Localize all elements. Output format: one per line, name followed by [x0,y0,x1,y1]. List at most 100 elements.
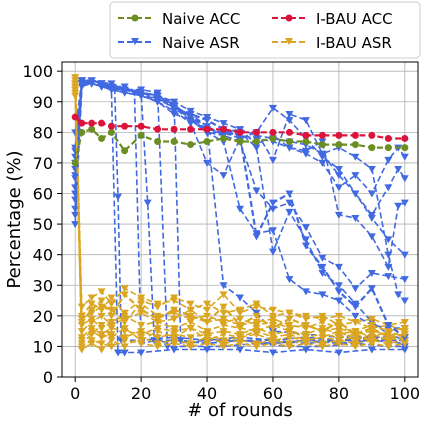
data-point [334,297,343,305]
data-point [367,285,376,293]
data-point [252,340,261,348]
data-point [203,337,212,345]
data-point [203,312,212,320]
data-point [318,340,327,348]
data-point [97,312,106,320]
x-tick-label: 20 [131,384,151,403]
data-point [318,263,327,271]
data-point [268,104,277,112]
data-point [394,166,403,174]
data-point [334,328,343,336]
data-point [203,306,212,314]
data-point [219,331,228,339]
data-point [219,291,228,299]
legend-marker-circle-icon [285,14,293,22]
data-point [71,74,80,82]
data-point [114,349,123,357]
data-point [400,331,409,339]
legend-marker-circle-icon [131,14,139,22]
data-point [87,306,96,314]
data-point [97,340,106,348]
run-line [74,79,406,256]
data-point [285,138,293,146]
data-point [71,80,80,88]
data-point [236,322,244,330]
data-point [252,328,261,336]
data-point [384,236,393,244]
data-point [401,144,409,152]
data-point [285,110,294,118]
data-point [367,325,376,333]
data-point [77,318,86,326]
data-point [318,328,327,336]
data-point [153,328,162,336]
data-point [367,166,376,174]
data-point [97,331,106,339]
data-point [334,282,343,290]
data-point [335,141,343,149]
data-point [186,306,195,314]
data-point [334,312,343,320]
data-point [285,340,294,348]
data-point [334,166,343,174]
axis-ticks: 0 20 40 60 80 100 0 10 20 30 40 50 60 70 80 90 100 [22,62,420,403]
data-point [367,337,376,345]
data-point [78,119,86,127]
data-point [219,303,228,311]
data-point [351,312,360,320]
data-point [107,122,115,130]
data-point [252,322,261,330]
data-point [268,334,277,342]
data-point [252,138,260,146]
data-point [87,77,96,85]
data-point [384,144,392,152]
y-tick-label: 90 [33,93,53,112]
data-point [137,300,146,308]
grid [62,62,418,378]
legend-marker-triangle-down-icon [131,38,139,45]
legend-marker-triangle-down-icon [285,38,293,45]
series-line [74,128,405,164]
data-point [186,334,195,342]
series-i-bau-asr [71,74,409,342]
data-point [335,131,343,139]
y-tick-label: 80 [33,123,53,142]
y-tick-label: 20 [33,307,53,326]
data-point [401,134,409,142]
data-point [219,309,228,317]
data-point [88,125,96,133]
data-point [203,117,212,125]
data-point [367,214,376,222]
data-point [318,312,327,320]
data-point [302,138,310,146]
data-point [318,254,327,262]
data-point [368,144,376,152]
data-point [77,80,86,88]
data-point [107,312,116,320]
data-point [252,128,260,136]
data-point [318,270,327,278]
data-point [301,224,310,232]
data-point [285,276,294,284]
data-point [351,285,360,293]
data-point [351,190,360,198]
data-point [318,159,327,167]
data-point [285,309,294,317]
data-point [367,346,376,354]
legend-item-naive-acc: Naive ACC [118,10,240,28]
data-point [367,233,376,241]
run-line [74,92,405,351]
data-point [153,315,162,323]
main-series [71,74,409,342]
data-point [252,187,261,195]
data-point [143,199,152,207]
data-point [400,175,409,183]
data-point [384,156,393,164]
x-tick-label: 100 [390,384,421,403]
data-point [351,331,360,339]
data-point [170,328,179,336]
data-point [351,172,360,180]
data-point [186,312,195,320]
data-point [400,199,409,207]
